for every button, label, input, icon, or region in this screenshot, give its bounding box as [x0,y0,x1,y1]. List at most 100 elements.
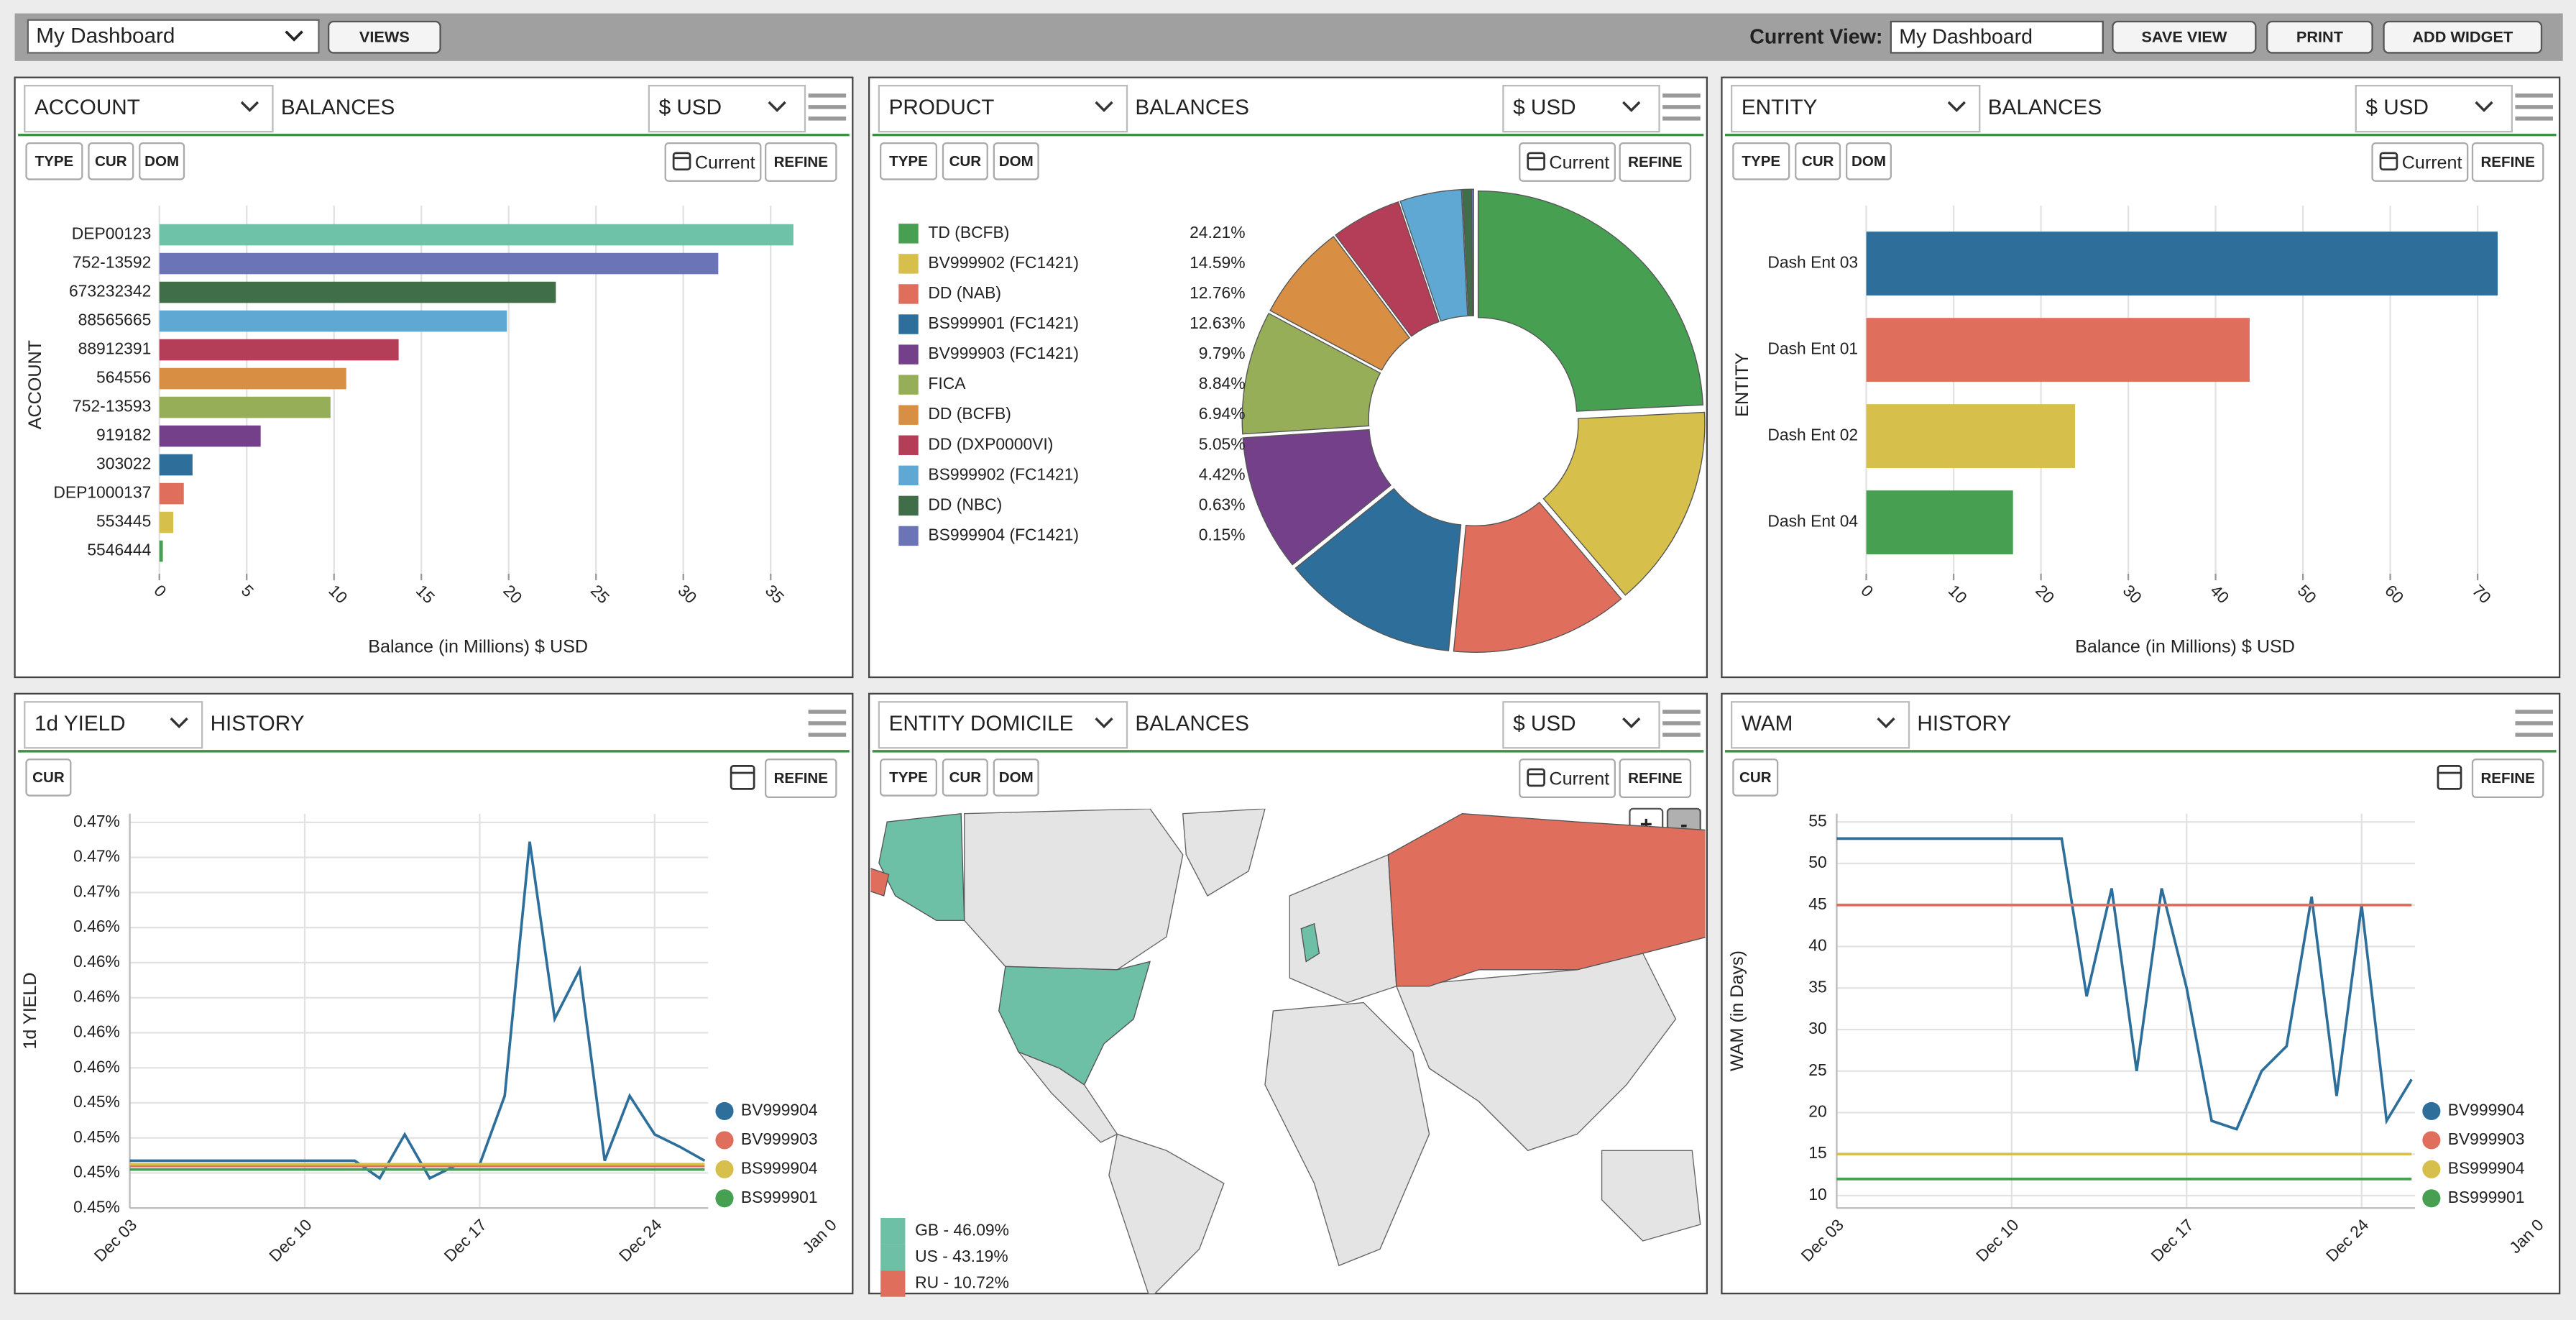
y-tick-label: 5546444 [87,541,151,559]
filter-button[interactable] [139,142,185,180]
current-view-input[interactable] [1890,20,2104,54]
y-tick-label: 15 [1808,1143,1826,1162]
y-tick-label: 25 [1808,1060,1826,1079]
y-tick-label: 50 [1808,853,1826,871]
refine-button[interactable] [1619,142,1692,182]
bar [1866,404,2075,468]
filter-button-text: CUR [1802,153,1834,170]
filter-button[interactable] [942,142,988,180]
refine-button[interactable] [765,142,837,182]
y-tick-label: 35 [1808,977,1826,996]
y-tick-label: 45 [1808,894,1826,913]
dimension-select[interactable] [1731,85,1981,133]
dimension-select[interactable] [878,85,1128,133]
dimension-select[interactable] [24,701,203,749]
y-tick-label: Dash Ent 01 [1767,339,1858,358]
bar [159,281,556,303]
print-button[interactable] [2266,20,2373,54]
filter-button[interactable] [88,142,134,180]
y-axis-label: ACCOUNT [25,340,45,429]
refine-button-text: REFINE [774,154,828,170]
legend-swatch [898,495,919,516]
y-tick-label: 919182 [96,426,151,444]
y-axis-label: WAM (in Days) [1727,950,1747,1071]
save-view-button[interactable] [2112,20,2257,54]
chevron-icon [1622,717,1641,728]
refine-button[interactable] [2471,758,2544,798]
filter-button[interactable] [880,142,937,180]
filter-button-text: TYPE [889,769,928,786]
bar [159,252,719,275]
legend-marker [715,1101,734,1120]
calendar-icon [672,152,691,171]
measure-label: HISTORY [1917,712,2011,735]
dimension-select[interactable] [878,701,1128,749]
calendar-icon [2437,765,2462,790]
legend-value: 0.63% [1199,495,1246,513]
y-axis-label: 1d YIELD [20,972,40,1049]
refine-button-text: REFINE [1628,154,1682,170]
legend-label: BS999902 (FC1421) [928,464,1079,483]
y-tick-label: 0.46% [73,952,120,971]
filter-button[interactable] [1732,142,1790,180]
add-widget-button[interactable] [2383,20,2543,54]
currency-select-text: $ USD [2365,96,2429,119]
chevron-icon [1622,101,1641,112]
measure-label: BALANCES [1988,96,2102,119]
legend-swatch [898,375,919,395]
refine-button[interactable] [2471,142,2544,182]
y-tick-label: Dash Ent 02 [1767,426,1858,444]
y-tick-label: 88912391 [78,339,152,358]
date-button-text: Current [1549,152,1609,173]
filter-button[interactable] [1795,142,1841,180]
legend-label: GB - 46.09% [915,1220,1009,1239]
legend-marker [2422,1160,2441,1178]
dimension-select[interactable] [1731,701,1910,749]
legend-value: 24.21% [1190,223,1245,242]
y-tick-label: 55 [1808,811,1826,830]
filter-button[interactable] [1732,758,1779,797]
bar [159,511,174,533]
legend-value: 12.76% [1190,283,1245,302]
legend-swatch [880,1218,906,1245]
x-axis-label: Balance (in Millions) $ USD [368,636,588,656]
legend-value: 12.63% [1190,313,1245,332]
refine-button[interactable] [1619,758,1692,798]
legend-value: 4.42% [1199,464,1246,483]
filter-button-text: CUR [1739,769,1772,786]
dimension-select[interactable] [24,85,274,133]
donut-slice [1477,190,1704,412]
filter-button[interactable] [25,142,83,180]
legend-swatch [898,224,919,244]
y-tick-label: Dash Ent 04 [1767,512,1858,531]
legend-swatch [898,526,919,546]
legend-value: 0.15% [1199,525,1246,544]
filter-button[interactable] [993,142,1039,180]
widget-panel [14,692,854,1295]
legend-value: 14.59% [1190,253,1245,272]
chevron-icon [240,101,259,112]
legend-label: BS999901 [741,1188,818,1206]
dashboard-select[interactable] [27,19,320,54]
filter-button-text: TYPE [889,153,928,170]
country [1289,853,1397,1004]
calendar-icon [1527,152,1545,171]
legend-label: BS999904 [741,1158,818,1177]
refine-button[interactable] [765,758,837,798]
filter-button[interactable] [25,758,72,797]
chevron-icon [1947,101,1966,112]
donut-slice [1453,501,1622,653]
filter-button[interactable] [993,758,1039,797]
filter-button[interactable] [1846,142,1892,180]
legend-swatch [898,344,919,365]
y-tick-label: 752-13592 [73,253,151,272]
legend-swatch [898,254,919,274]
filter-button[interactable] [942,758,988,797]
measure-label: BALANCES [281,96,395,119]
filter-button[interactable] [880,758,937,797]
legend-label: BV999903 [2448,1129,2525,1148]
legend-label: BV999902 (FC1421) [928,253,1079,272]
y-tick-label: 303022 [96,454,151,473]
views-button[interactable] [327,20,441,54]
